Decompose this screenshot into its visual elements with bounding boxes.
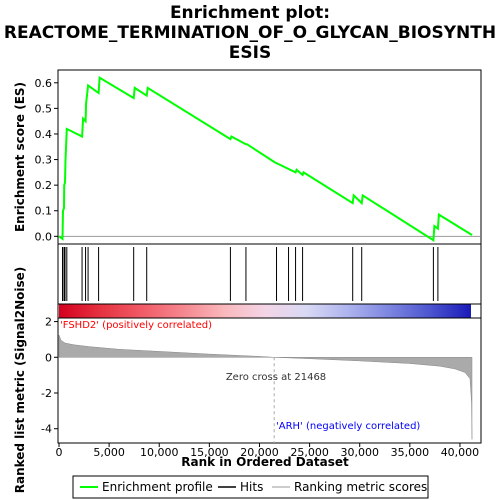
- metric-y-tick-label: -2: [41, 387, 52, 400]
- metric-y-tick-label: 0: [45, 351, 52, 364]
- rank-heatmap-bar: [59, 304, 471, 318]
- es-y-tick-label: 0.6: [35, 77, 53, 90]
- es-y-tick-label: 0.2: [35, 179, 53, 192]
- legend-ranking-metric-label: Ranking metric scores: [294, 480, 427, 494]
- chart-title-line-3: ESIS: [229, 43, 271, 63]
- hits-panel-frame: [57, 243, 482, 305]
- x-tick-label: 40,000: [441, 446, 480, 459]
- es-y-tick-label: 0.1: [35, 205, 53, 218]
- metric-y-tick-label: -4: [41, 423, 52, 436]
- es-y-tick-label: 0.0: [35, 230, 53, 243]
- x-tick-label: 5,000: [93, 446, 125, 459]
- x-tick-label: 25,000: [290, 446, 329, 459]
- chart-title-line-1: Enrichment plot:: [170, 3, 330, 23]
- hits-markers: [62, 247, 439, 301]
- legend-box: [72, 475, 429, 499]
- x-tick-label: 0: [56, 446, 63, 459]
- negative-correlation-label: 'ARH' (negatively correlated): [276, 421, 420, 432]
- x-tick-label: 35,000: [391, 446, 430, 459]
- metric-y-axis: -4 -2 0 2: [41, 316, 58, 436]
- es-y-tick-label: 0.3: [35, 154, 53, 167]
- ranking-metric-area: [58, 334, 473, 440]
- enrichment-profile-line: [58, 76, 473, 242]
- es-y-axis-label: Enrichment score (ES): [13, 82, 27, 232]
- x-tick-label: 15,000: [190, 446, 229, 459]
- es-y-axis: 0.0 0.1 0.2 0.3 0.4 0.5 0.6: [35, 77, 58, 243]
- x-tick-label: 20,000: [240, 446, 279, 459]
- metric-y-tick-label: 2: [45, 316, 52, 329]
- es-y-tick-label: 0.5: [35, 102, 53, 115]
- x-tick-label: 10,000: [140, 446, 179, 459]
- positive-correlation-label: 'FSHD2' (positively correlated): [60, 320, 212, 331]
- legend-hits-label: Hits: [240, 480, 263, 494]
- metric-panel-frame: [57, 317, 482, 444]
- x-tick-label: 30,000: [340, 446, 379, 459]
- x-axis-label: Rank in Ordered Dataset: [181, 455, 349, 469]
- legend-enrichment-profile-label: Enrichment profile: [102, 480, 213, 494]
- zero-cross-label: Zero cross at 21468: [226, 372, 326, 383]
- es-panel-frame: [57, 69, 482, 245]
- chart-title-line-2: REACTOME_TERMINATION_OF_O_GLYCAN_BIOSYNT…: [4, 23, 496, 43]
- x-axis: 0 5,000 10,000 15,000 20,000 25,000 30,000 35,0…: [56, 443, 480, 459]
- es-y-tick-label: 0.4: [35, 128, 53, 141]
- metric-y-axis-label: Ranked list metric (Signal2Noise): [13, 267, 27, 494]
